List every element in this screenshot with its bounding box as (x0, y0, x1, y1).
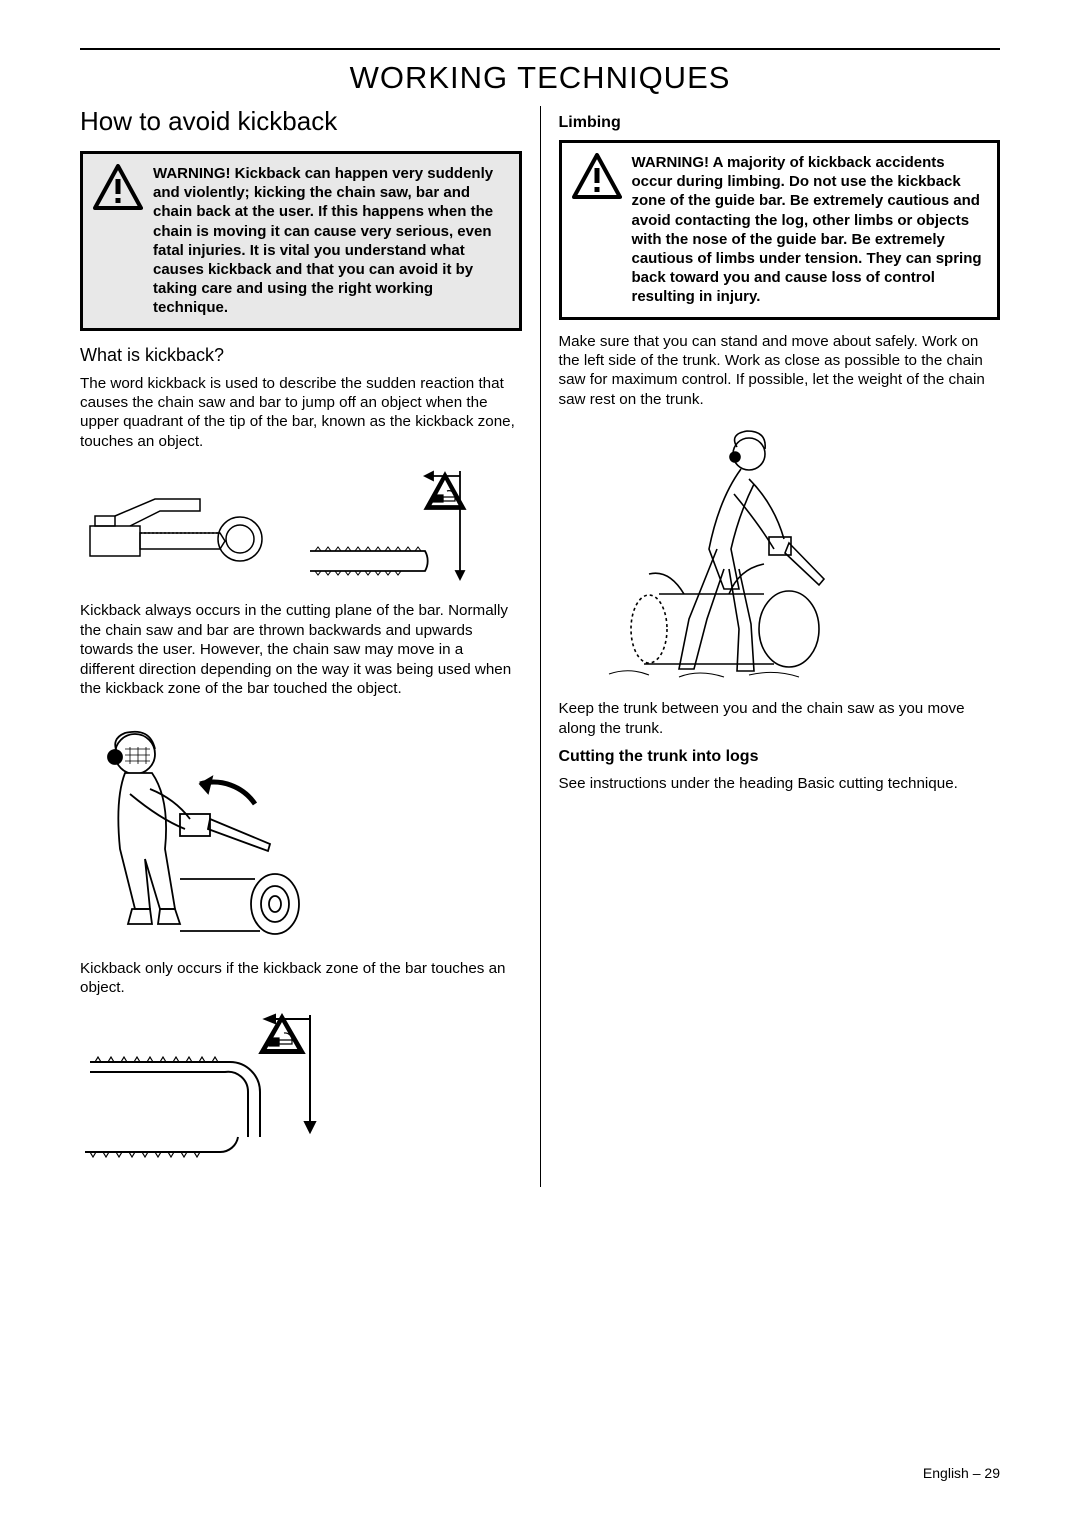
columns: How to avoid kickback WARNING! Kickback … (80, 106, 1000, 1187)
heading-avoid-kickback: How to avoid kickback (80, 106, 522, 137)
page-title: WORKING TECHNIQUES (80, 60, 1000, 96)
footer-lang: English (923, 1465, 969, 1481)
figure-bar-nose (80, 1007, 522, 1177)
para-see-basic: See instructions under the heading Basic… (559, 774, 1001, 793)
warning-box-limbing: WARNING! A majority of kickback accident… (559, 140, 1001, 320)
warning-box-kickback: WARNING! Kickback can happen very sudden… (80, 151, 522, 331)
column-right: Limbing WARNING! A majority of kickback … (541, 106, 1001, 1187)
heading-limbing: Limbing (559, 114, 1001, 132)
figure-kickback-zone (80, 461, 522, 591)
footer-page: 29 (984, 1465, 1000, 1481)
footer-sep: – (973, 1465, 981, 1481)
subheading-what-is-kickback: What is kickback? (80, 345, 522, 366)
warning-icon (572, 153, 622, 199)
heading-cutting-trunk: Cutting the trunk into logs (559, 748, 1001, 766)
para-limbing-stand: Make sure that you can stand and move ab… (559, 332, 1001, 410)
figure-limbing (589, 419, 1001, 689)
para-kickback-zone-only: Kickback only occurs if the kickback zon… (80, 959, 522, 998)
figure-operator (80, 709, 522, 949)
warning-text-kickback: WARNING! Kickback can happen very sudden… (153, 164, 507, 318)
para-kickback-def: The word kickback is used to describe th… (80, 374, 522, 452)
warning-text-limbing: WARNING! A majority of kickback accident… (632, 153, 986, 307)
column-left: How to avoid kickback WARNING! Kickback … (80, 106, 541, 1187)
page: WORKING TECHNIQUES How to avoid kickback… (0, 0, 1080, 1529)
footer: English – 29 (923, 1465, 1000, 1481)
warning-icon (93, 164, 143, 210)
para-kickback-plane: Kickback always occurs in the cutting pl… (80, 601, 522, 698)
top-rule (80, 48, 1000, 50)
para-limbing-between: Keep the trunk between you and the chain… (559, 699, 1001, 738)
